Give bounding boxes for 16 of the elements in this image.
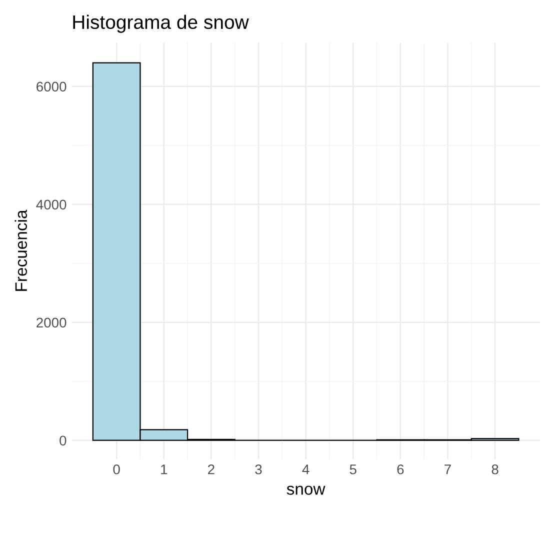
x-tick-label: 2 bbox=[208, 464, 214, 474]
x-tick-label: 6 bbox=[397, 464, 404, 474]
x-tick-label: 3 bbox=[255, 464, 262, 474]
x-tick-label: 7 bbox=[444, 464, 451, 474]
x-tick-label: 8 bbox=[492, 464, 498, 474]
x-axis-title: snow bbox=[286, 486, 326, 495]
x-tick-label: 0 bbox=[113, 464, 120, 474]
chart-title: Histograma de snow bbox=[73, 14, 249, 33]
y-tick-label: 4000 bbox=[36, 200, 66, 210]
y-tick-label: 0 bbox=[60, 436, 66, 446]
x-tick-label: 1 bbox=[161, 464, 168, 474]
y-tick-label: 2000 bbox=[36, 318, 66, 328]
y-axis-title: Frecuencia bbox=[14, 210, 28, 291]
x-tick-label: 4 bbox=[302, 464, 310, 474]
y-tick-label: 6000 bbox=[36, 82, 66, 92]
x-tick-label: 5 bbox=[350, 464, 356, 474]
